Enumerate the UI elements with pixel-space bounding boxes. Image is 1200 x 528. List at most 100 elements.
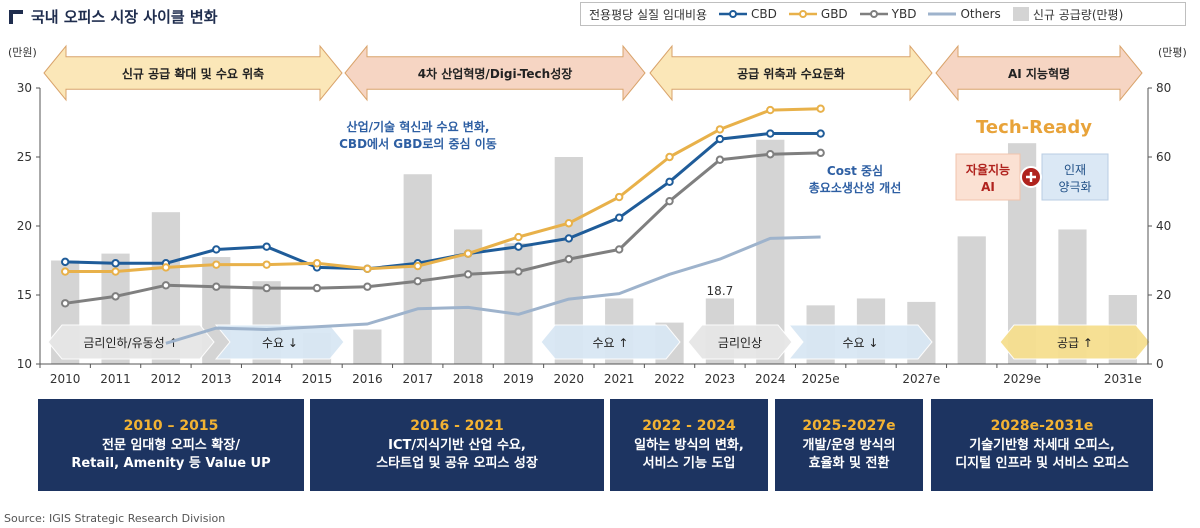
point-ybd [60, 299, 70, 308]
phase-arrow [43, 44, 343, 102]
point-cbd [564, 234, 574, 243]
supply-bar [957, 236, 986, 364]
point-gbd [463, 249, 473, 258]
legend-item-cbd: CBD [719, 7, 777, 21]
point-gbd [312, 259, 322, 268]
point-ybd [766, 150, 775, 159]
x-tick-label: 2017 [402, 372, 433, 386]
cost-note-line1: Cost 중심 [827, 163, 883, 178]
page-title: 국내 오피스 시장 사이클 변화 [31, 8, 218, 26]
cycle-arrow-label: 수요 ↑ [593, 336, 629, 350]
cycle-arrow [687, 324, 793, 360]
point-gbd [665, 152, 674, 162]
legend-cbd-swatch [719, 10, 748, 18]
x-tick-label: 2020 [554, 372, 585, 386]
point-cbd [514, 242, 523, 251]
point-gbd [262, 260, 271, 269]
ai-box-line1: 자율지능 [966, 162, 1010, 177]
source-note: Source: IGIS Strategic Research Division [4, 512, 226, 525]
point-gbd [766, 105, 775, 115]
x-tick-label: 2010 [50, 372, 81, 386]
cycle-arrow [47, 324, 215, 360]
point-gbd [413, 261, 422, 271]
title-row: 국내 오피스 시장 사이클 변화 [8, 6, 218, 27]
point-cbd [262, 242, 271, 251]
era-line1: 개발/운영 방식의 [802, 438, 896, 453]
x-tick-label: 2027e [902, 372, 940, 386]
phase-arrow-label: 신규 공급 확대 및 수요 위축 [122, 66, 264, 81]
point-cbd [665, 177, 674, 187]
x-tick-label: 2023 [705, 372, 736, 386]
phase-arrow-label: 4차 산업혁명/Digi-Tech성장 [418, 66, 573, 81]
legend-item-gbd: GBD [788, 7, 848, 21]
era-years: 2022 - 2024 [642, 418, 736, 434]
cycle-arrow [787, 324, 933, 360]
x-tick-label: 2031e [1104, 372, 1142, 386]
cycle-arrow-label: 공급 ↑ [1057, 336, 1093, 350]
era-line1: 기술기반형 차세대 오피스, [969, 438, 1115, 453]
left-tick-label: 15 [17, 288, 32, 302]
phase-arrow [935, 44, 1143, 102]
x-tick-label: 2029e [1003, 372, 1041, 386]
phase-arrow [344, 44, 646, 102]
left-tick-label: 20 [17, 219, 32, 233]
cycle-arrow-label: 금리인하/유동성 ↑ [83, 336, 178, 350]
point-ybd [715, 155, 725, 164]
talent-box [1041, 153, 1109, 201]
point-cbd [715, 134, 725, 144]
right-tick-label: 80 [1156, 81, 1171, 95]
tech-ready-label: Tech-Ready [976, 117, 1092, 138]
x-tick-label: 2013 [201, 372, 232, 386]
right-tick-label: 40 [1156, 219, 1171, 233]
plus-icon-glyph [1026, 172, 1036, 182]
phase-arrow [649, 44, 933, 102]
shift-note-line1: 산업/기술 혁신과 수요 변화, [347, 119, 490, 134]
left-tick-label: 25 [17, 150, 32, 164]
era-box-2016-2021: 2016 - 2021 ICT/지식기반 산업 수요, 스타트업 및 공유 오피… [310, 399, 604, 491]
ai-box-line2: AI [981, 180, 995, 194]
series-line-ybd [64, 151, 821, 305]
point-gbd [614, 192, 624, 202]
era-line2: 스타트업 및 공유 오피스 성장 [376, 456, 538, 471]
legend-cbd-label: CBD [751, 7, 777, 21]
x-tick-label: 2011 [100, 372, 131, 386]
legend-supply-swatch [1012, 7, 1029, 21]
point-ybd [816, 148, 825, 158]
value-annotation: 18.7 [707, 284, 734, 298]
point-cbd [816, 129, 825, 138]
point-ybd [111, 292, 120, 301]
cost-note-line2: 총요소생산성 개선 [809, 180, 902, 195]
legend-others-swatch [928, 12, 957, 16]
phase-arrow-label: AI 지능혁명 [1008, 66, 1070, 81]
right-tick-label: 60 [1156, 150, 1171, 164]
supply-bar [504, 243, 533, 364]
shift-note-line2: CBD에서 GBD로의 중심 이동 [339, 136, 497, 151]
legend-ybd-label: YBD [891, 7, 917, 21]
point-ybd [514, 267, 523, 276]
x-tick-label: 2021 [604, 372, 635, 386]
x-tick-label: 2018 [453, 372, 484, 386]
legend-supply-label: 신규 공급량(만평) [1032, 7, 1124, 22]
era-line1: 일하는 방식의 변화, [634, 438, 744, 453]
era-years: 2016 - 2021 [410, 418, 504, 434]
point-cbd [614, 213, 624, 222]
point-gbd [161, 263, 171, 272]
phase-arrow-label: 공급 위축과 수요둔화 [737, 66, 845, 81]
supply-bar [353, 329, 382, 364]
x-tick-label: 2022 [654, 372, 685, 386]
era-box-2022-2024: 2022 - 2024 일하는 방식의 변화, 서비스 기능 도입 [610, 399, 768, 491]
point-cbd [766, 129, 775, 138]
right-tick-label: 0 [1156, 357, 1164, 371]
point-ybd [262, 283, 271, 293]
point-ybd [363, 282, 372, 291]
legend-others-label: Others [960, 7, 1001, 21]
legend-header: 전용평당 실질 임대비용 [589, 7, 708, 22]
point-gbd [816, 104, 825, 113]
legend-gbd-label: GBD [820, 7, 848, 21]
point-ybd [413, 277, 422, 286]
point-ybd [161, 281, 171, 290]
legend-item-supply: 신규 공급량(만평) [1012, 6, 1124, 23]
point-cbd [111, 259, 120, 268]
point-gbd [363, 264, 372, 273]
